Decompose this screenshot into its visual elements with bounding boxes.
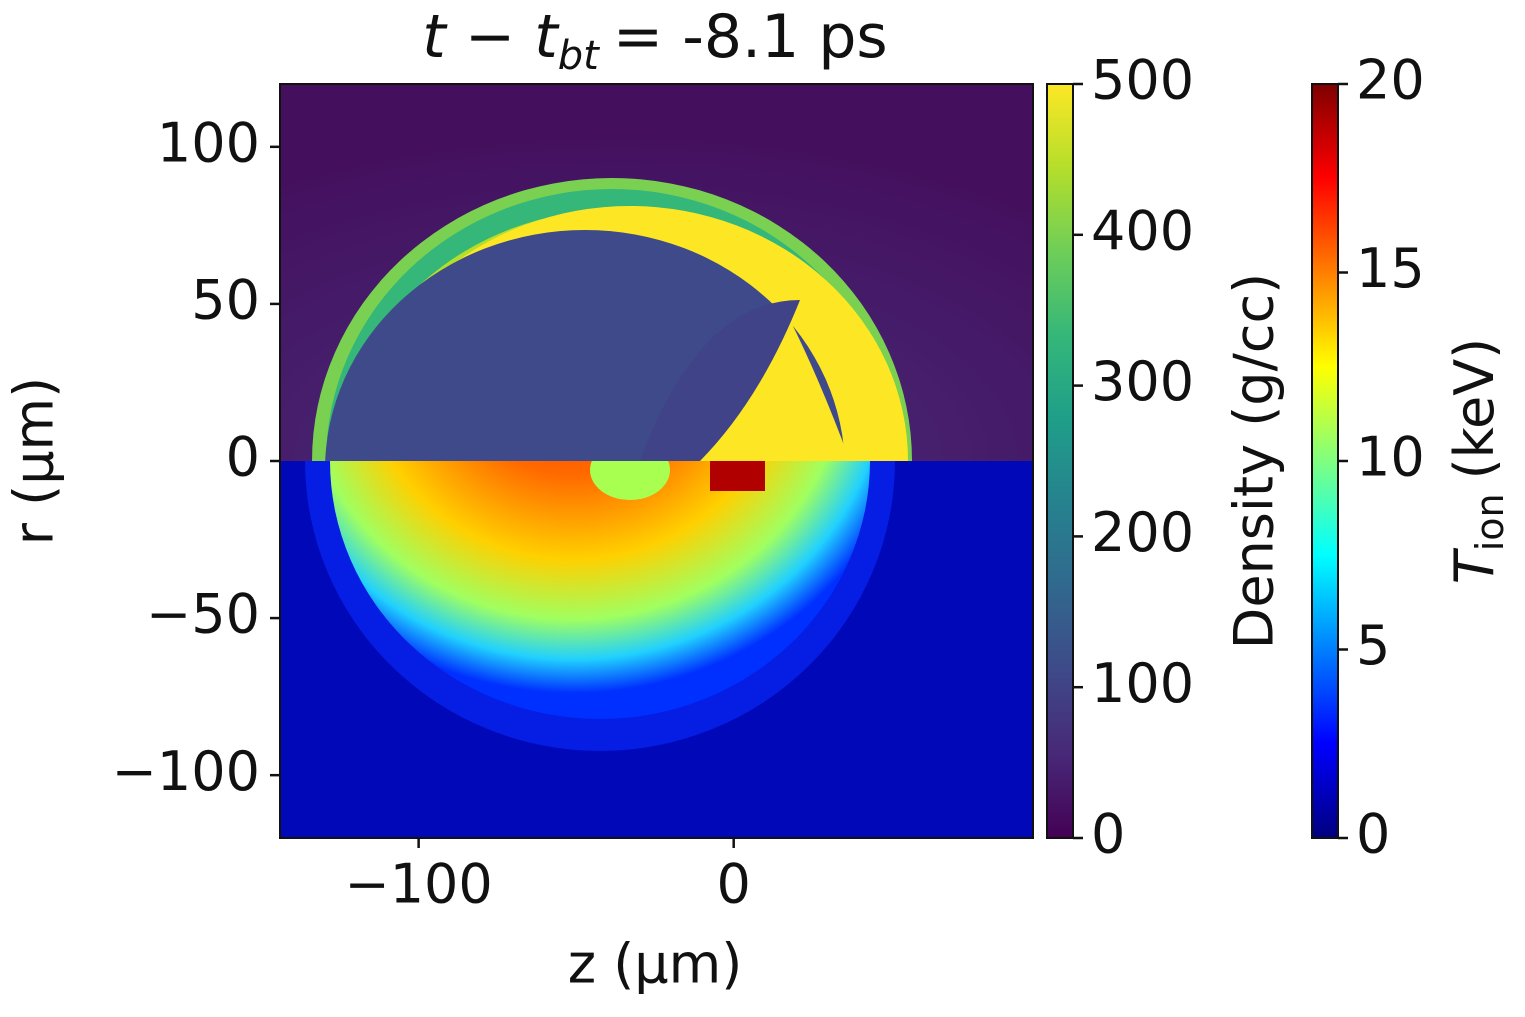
label-part: (keV) <box>1443 338 1506 480</box>
colorbar-tick-label: 400 <box>1091 199 1194 262</box>
title-part: − <box>465 2 515 72</box>
colorbar-label: Density (g/cc) <box>1223 273 1286 649</box>
colorbar-tick-label: 5 <box>1356 614 1390 677</box>
y-tick-label: 50 <box>191 269 260 332</box>
title-part: t <box>534 2 560 72</box>
colorbar-tick-label: 300 <box>1091 350 1194 413</box>
title-part: t <box>422 2 448 72</box>
colorbar-tick-label: 0 <box>1356 803 1390 866</box>
colorbar-tick-label: 20 <box>1356 49 1425 112</box>
colorbar-tick-label: 0 <box>1091 803 1125 866</box>
y-tick-label: −50 <box>146 583 260 646</box>
density-field <box>280 84 1033 461</box>
y-tick-label: 100 <box>157 111 260 174</box>
colorbar <box>1311 83 1339 839</box>
label-part: T <box>1443 547 1506 584</box>
y-tick-label: 0 <box>226 426 260 489</box>
colorbar <box>1046 83 1074 839</box>
colorbar-tick-label: 10 <box>1356 426 1425 489</box>
label-part: ion <box>1468 493 1512 551</box>
chart-title: t − tbt = -8.1 ps <box>422 2 887 79</box>
colorbar-tick-label: 500 <box>1091 49 1194 112</box>
title-part: = -8.1 ps <box>613 2 888 72</box>
x-axis-label: z (µm) <box>568 933 743 996</box>
temperature-field <box>280 461 1033 838</box>
y-axis-label: r (µm) <box>3 377 66 545</box>
colorbar-label: Tion (keV) <box>1443 338 1512 585</box>
x-tick-label: −100 <box>344 853 492 916</box>
colorbar-tick-label: 100 <box>1091 652 1194 715</box>
title-part: bt <box>558 33 600 79</box>
colorbar-tick-label: 200 <box>1091 501 1194 564</box>
y-tick-label: −100 <box>112 740 260 803</box>
x-tick-label: 0 <box>717 853 751 916</box>
colorbar-tick-label: 15 <box>1356 237 1425 300</box>
